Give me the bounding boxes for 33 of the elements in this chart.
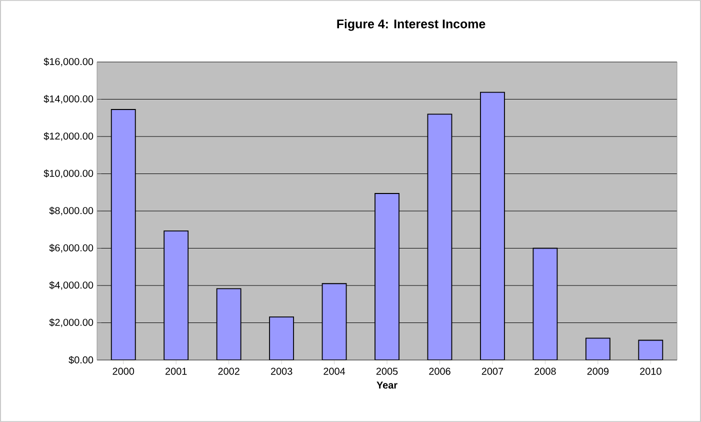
x-tick-label: 2004 <box>324 368 346 375</box>
bar <box>164 230 189 360</box>
x-tick-label: 2003 <box>270 368 292 375</box>
y-tick-label: $4,000.00 <box>49 281 94 290</box>
x-tick-label: 2001 <box>166 368 187 375</box>
y-tick-label: $0.00 <box>68 356 94 364</box>
bar <box>427 114 452 360</box>
bar <box>638 340 664 360</box>
bar <box>585 338 610 360</box>
x-tick-label: 2002 <box>218 368 240 375</box>
y-tick-label: $10,000.00 <box>44 169 94 178</box>
y-tick-label: $6,000.00 <box>49 244 94 253</box>
bar <box>322 283 347 360</box>
chart-title: Figure 4: Interest Income <box>337 19 486 31</box>
bar <box>532 248 558 360</box>
x-axis-title: Year <box>376 382 398 389</box>
x-tick-label: 2008 <box>534 368 556 375</box>
y-tick-label: $12,000.00 <box>44 132 94 141</box>
x-tick-label: 2010 <box>640 368 662 375</box>
x-tick-label: 2009 <box>587 368 609 375</box>
bar <box>480 92 505 360</box>
x-tick-label: 2006 <box>429 368 450 375</box>
x-tick-label: 2000 <box>112 368 134 375</box>
y-tick-label: $2,000.00 <box>49 318 94 328</box>
bar <box>110 109 136 360</box>
bar <box>374 193 400 360</box>
x-tick-label: 2007 <box>482 368 504 375</box>
bar <box>269 316 294 360</box>
y-tick-label: $16,000.00 <box>44 58 94 66</box>
bar <box>216 288 242 360</box>
x-tick-label: 2005 <box>376 368 398 375</box>
y-tick-label: $14,000.00 <box>44 94 94 104</box>
y-tick-label: $8,000.00 <box>49 206 94 216</box>
